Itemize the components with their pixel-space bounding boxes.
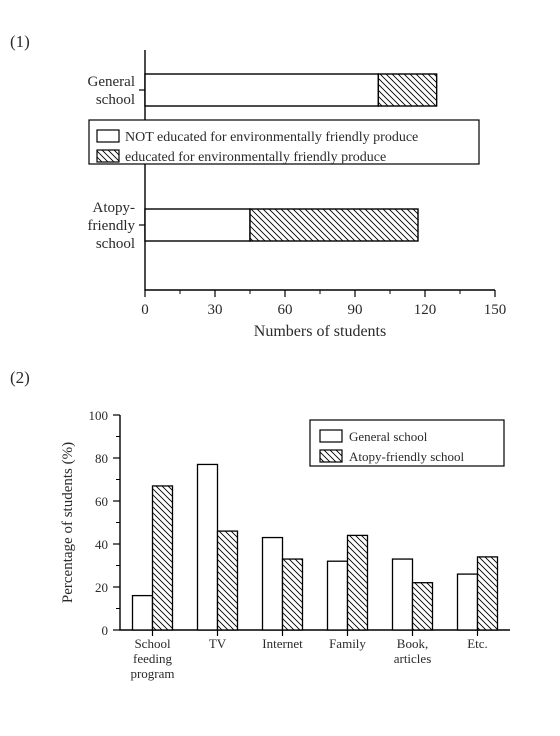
panel-2-legend-swatch [320,430,342,442]
panel-1-label: (1) [10,32,30,52]
panel-2-category-label: feeding [133,651,172,666]
panel-1-xtick-label: 0 [141,302,149,318]
panel-2-bar-general [393,559,413,630]
panel-2-category-label: Family [329,636,366,651]
panel-2-ytick-label: 40 [95,537,108,552]
panel-2-label: (2) [10,368,30,388]
panel-1-xtick-label: 60 [278,302,293,318]
panel-2-bar-atopy [153,486,173,630]
panel-2-bar-atopy [478,557,498,630]
panel-2-ytick-label: 60 [95,494,108,509]
panel-1-bar-not-educated [145,209,250,241]
panel-2-bar-general [263,538,283,630]
panel-2-bar-atopy [413,583,433,630]
panel-2-bar-atopy [218,531,238,630]
panel-2-bar-atopy [283,559,303,630]
panel-1-legend-label: educated for environmentally friendly pr… [125,150,386,165]
panel-2-legend-label: General school [349,429,428,444]
panel-1-category-label: school [96,92,135,108]
panel-1-xtick-label: 90 [348,302,363,318]
panel-2-bar-general [328,561,348,630]
panel-1-legend-swatch [97,150,119,162]
panel-2-ytick-label: 80 [95,451,108,466]
panel-2-legend-label: Atopy-friendly school [349,449,465,464]
panel-2-category-label: articles [394,651,432,666]
panel-1-xtick-label: 30 [208,302,223,318]
charts-canvas: 0 30 60 90 120 150 Numbers of students General s… [0,0,560,731]
panel-2-chart: 0 20 40 60 80 100 Percentage of students (%) Sc… [60,408,510,681]
panel-2-legend-swatch [320,450,342,462]
panel-1-bar-not-educated [145,74,378,106]
panel-2-category-label: Internet [262,636,303,651]
panel-2-category-label: program [130,666,174,681]
panel-2-category-label: School [134,636,171,651]
panel-1-xtick-label: 120 [414,302,437,318]
panel-2-category-label: Book, [397,636,428,651]
panel-1-legend-label: NOT educated for environmentally friendl… [125,130,418,145]
panel-2-ytick-label: 100 [89,408,109,423]
panel-1-category-label: Atopy- [93,200,136,216]
panel-1-category-label: General [88,74,135,90]
panel-1-category-label: friendly [88,218,136,234]
panel-1-chart: 0 30 60 90 120 150 Numbers of students General s… [88,50,507,340]
panel-1-legend-swatch [97,130,119,142]
panel-2-ytick-label: 20 [95,580,108,595]
panel-2-ytick-label: 0 [102,623,109,638]
panel-2-bar-atopy [348,535,368,630]
panel-2-ylabel: Percentage of students (%) [60,442,76,603]
panel-2-bar-general [198,464,218,630]
panel-1-xtick-label: 150 [484,302,507,318]
panel-1-category-label: school [96,236,135,252]
panel-2-bar-general [458,574,478,630]
panel-2-category-label: Etc. [467,636,488,651]
panel-2-bar-general [133,596,153,630]
panel-1-xlabel: Numbers of students [254,323,386,340]
panel-1-bar-educated [250,209,418,241]
panel-1-bar-educated [378,74,436,106]
panel-2-category-label: TV [209,636,227,651]
